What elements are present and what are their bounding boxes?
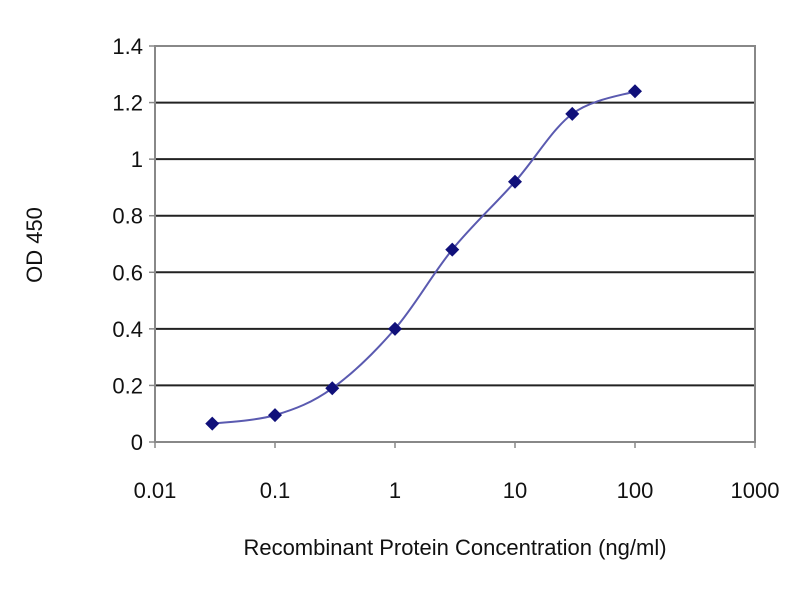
y-axis-label: OD 450 xyxy=(22,207,47,283)
y-tick-label: 0 xyxy=(131,430,143,455)
y-tick-label: 0.8 xyxy=(112,204,143,229)
series xyxy=(205,84,642,431)
data-point xyxy=(508,174,522,189)
data-point xyxy=(268,408,282,423)
y-tick-label: 0.6 xyxy=(112,260,143,285)
data-point xyxy=(445,242,460,257)
x-axis-label: Recombinant Protein Concentration (ng/ml… xyxy=(243,535,666,560)
y-tick-label: 1.2 xyxy=(112,91,143,116)
x-tick-label: 100 xyxy=(617,478,654,503)
x-tick-label: 0.1 xyxy=(260,478,291,503)
series-line xyxy=(212,90,636,425)
data-point xyxy=(565,106,580,121)
gridlines xyxy=(155,101,755,387)
plot-frame xyxy=(154,45,756,443)
y-tick-labels: 0 0.2 0.4 0.6 0.8 1 1.2 1.4 xyxy=(112,34,155,455)
data-point xyxy=(388,321,402,336)
data-point xyxy=(628,84,642,99)
x-tick-label: 1000 xyxy=(731,478,780,503)
x-tick-labels: 0.01 0.1 1 10 100 1000 xyxy=(134,442,780,503)
x-tick-label: 0.01 xyxy=(134,478,177,503)
y-tick-label: 1.4 xyxy=(112,34,143,59)
x-tick-label: 1 xyxy=(389,478,401,503)
data-point xyxy=(205,416,220,431)
y-tick-label: 0.4 xyxy=(112,317,143,342)
data-point xyxy=(325,381,340,396)
y-tick-label: 0.2 xyxy=(112,373,143,398)
y-tick-label: 1 xyxy=(131,147,143,172)
x-tick-label: 10 xyxy=(503,478,527,503)
